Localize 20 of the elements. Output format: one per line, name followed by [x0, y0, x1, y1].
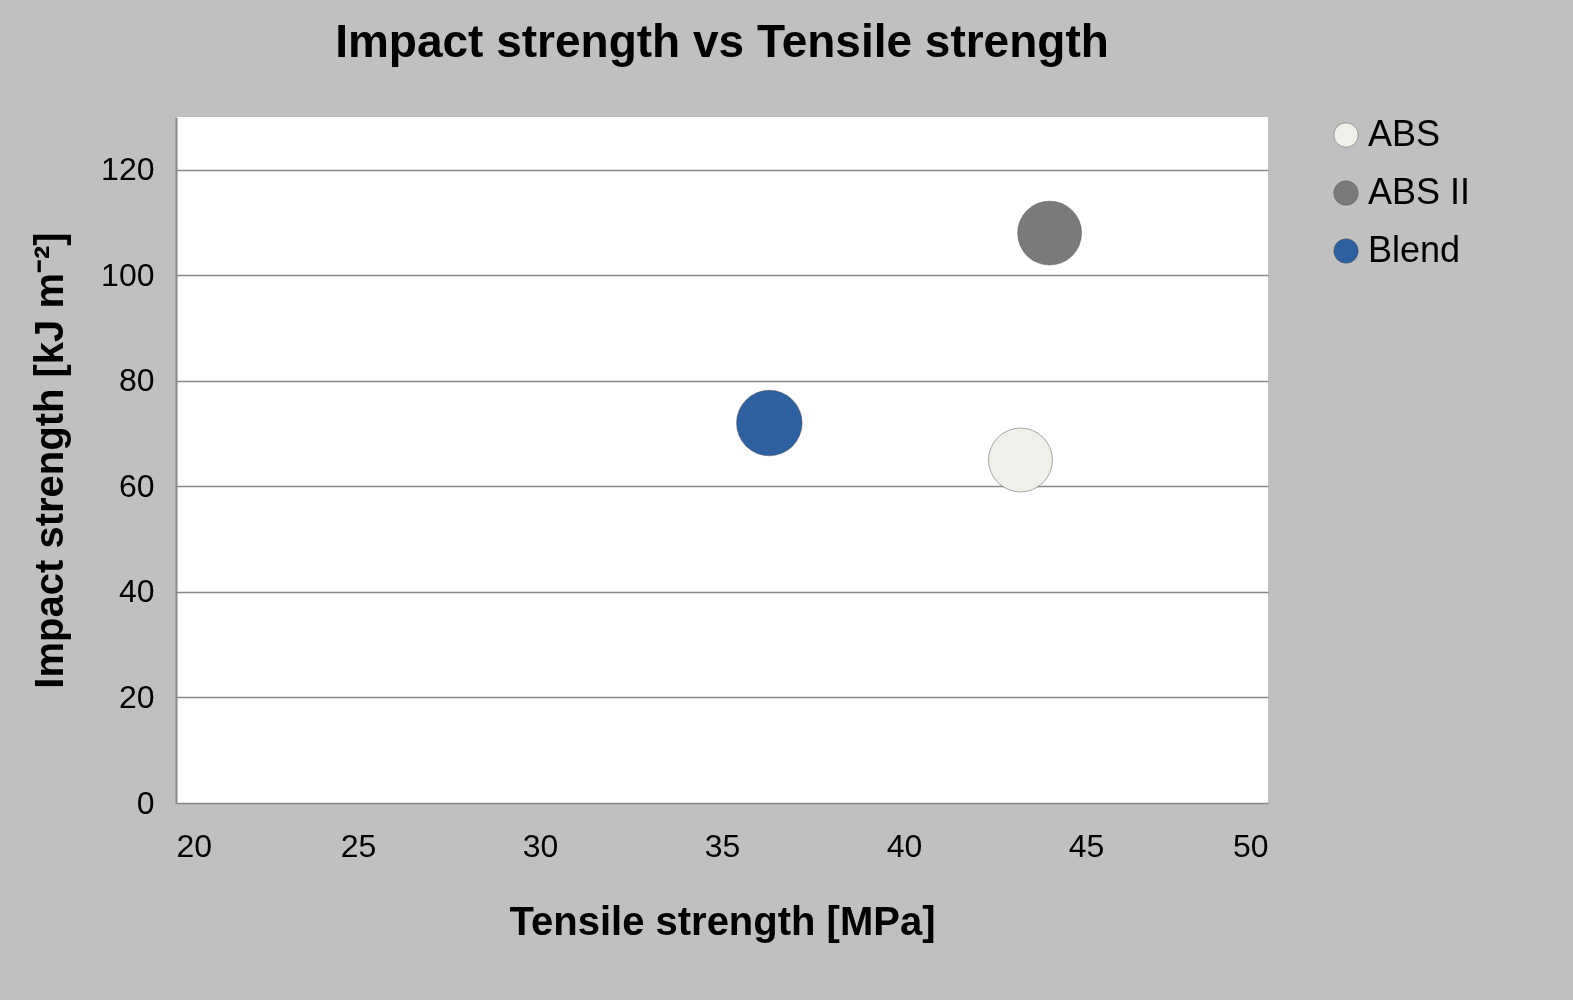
x-tick-label: 35 [704, 827, 741, 864]
legend-label: ABS [1368, 113, 1441, 154]
y-tick-label: 40 [118, 573, 155, 610]
x-tick-label: 30 [522, 827, 559, 864]
x-axis-title: Tensile strength [MPa] [509, 898, 936, 943]
x-tick-label: 50 [1232, 827, 1269, 864]
y-tick-label: 60 [118, 467, 155, 504]
x-tick-label: 45 [1068, 827, 1105, 864]
y-tick-label: 20 [118, 678, 155, 715]
x-tick-label: 20 [176, 827, 213, 864]
y-tick-label: 120 [101, 151, 155, 188]
chart-title: Impact strength vs Tensile strength [335, 15, 1109, 67]
y-tick-label: 100 [101, 256, 155, 293]
y-tick-label: 0 [136, 784, 155, 821]
y-tick-label: 80 [118, 362, 155, 399]
x-tick-label: 40 [886, 827, 923, 864]
legend-label: ABS II [1368, 171, 1471, 212]
legend-label: Blend [1368, 229, 1461, 270]
x-tick-label: 25 [340, 827, 377, 864]
y-axis-title: Impact strength [kJ m⁻²] [27, 232, 72, 689]
